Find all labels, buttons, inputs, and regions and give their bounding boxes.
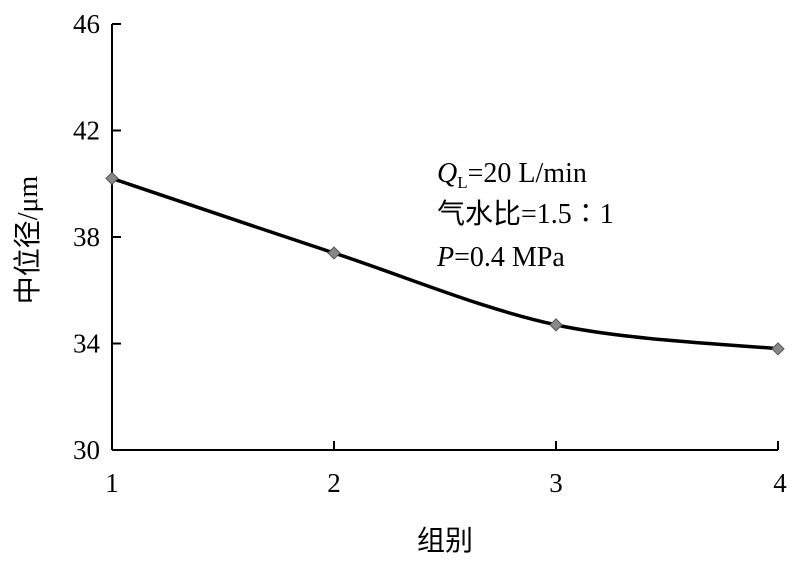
annotation-line-1: QL=20 L/min [437, 158, 587, 192]
series [105, 171, 785, 356]
annotation-line-2: 气水比=1.5∶1 [437, 198, 614, 230]
annotation-line-3: P=0.4 MPa [436, 242, 565, 273]
x-tick-label: 3 [549, 468, 563, 498]
y-tick-label: 42 [73, 116, 100, 146]
data-point [105, 171, 119, 186]
y-tick-label: 46 [73, 9, 100, 39]
annotation-q-sub: L [457, 173, 467, 192]
data-point [549, 318, 563, 332]
y-tick-label: 38 [73, 222, 100, 252]
axes [111, 24, 778, 451]
data-point [327, 246, 341, 260]
y-tick-label: 34 [73, 329, 101, 359]
annotation-p: P [436, 242, 454, 273]
annotation-pressure: =0.4 MPa [454, 242, 565, 273]
y-axis-label: 中位径/μm [12, 175, 44, 304]
annotation: QL=20 L/min 气水比=1.5∶1 P=0.4 MPa [436, 158, 614, 273]
y-tick-label: 30 [73, 435, 100, 465]
x-axis-label: 组别 [417, 525, 473, 557]
x-tick-label: 4 [773, 468, 787, 498]
x-tick-label: 2 [327, 468, 341, 498]
annotation-flow: =20 L/min [468, 158, 587, 189]
annotation-q: Q [437, 158, 457, 189]
data-point [771, 342, 785, 356]
series-line [111, 176, 779, 351]
x-tick-label: 1 [105, 468, 119, 498]
